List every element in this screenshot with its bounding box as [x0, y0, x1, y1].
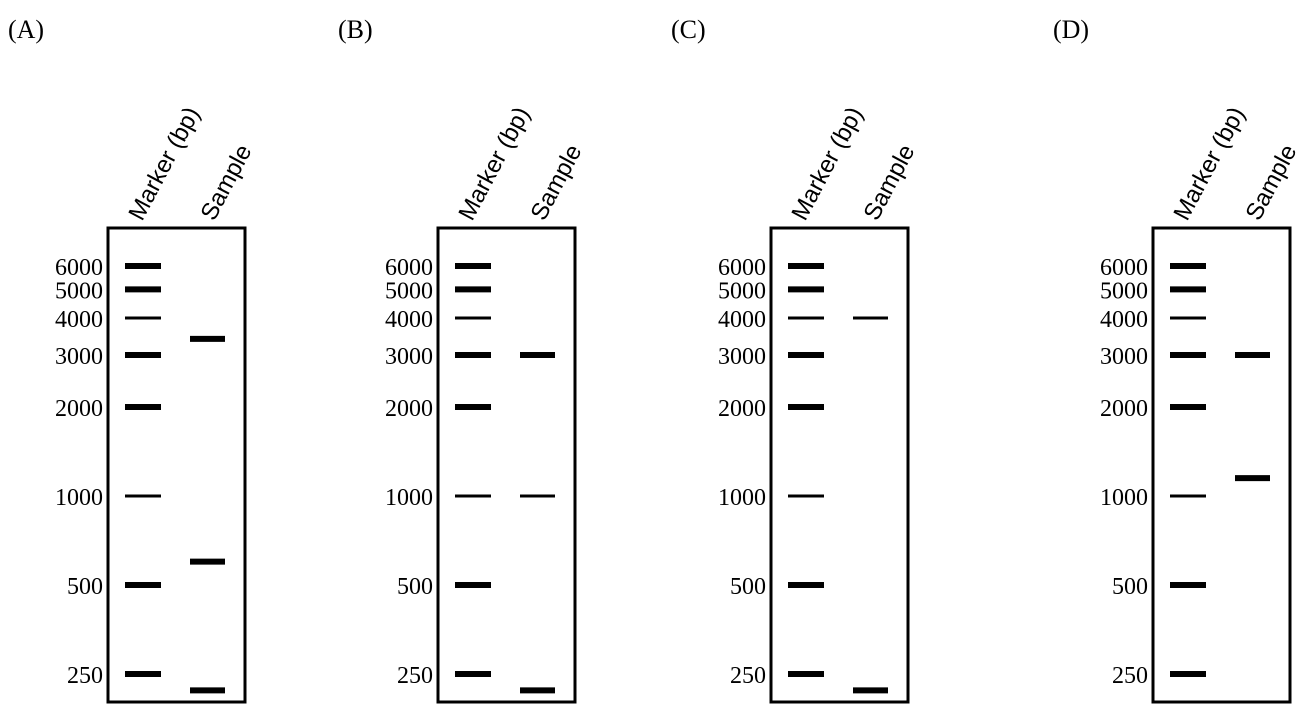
sample-lane-header: Sample	[195, 140, 257, 225]
marker-size-label: 3000	[385, 344, 433, 370]
marker-size-label: 4000	[1100, 307, 1148, 333]
sample-lane-header: Sample	[525, 140, 587, 225]
marker-size-label: 500	[397, 574, 433, 600]
gel-frame	[106, 226, 247, 704]
gel-frame	[769, 226, 910, 704]
marker-lane-header: Marker (bp)	[123, 103, 205, 225]
marker-size-label: 6000	[55, 255, 103, 281]
marker-size-label: 4000	[385, 307, 433, 333]
marker-size-label: 500	[67, 574, 103, 600]
marker-size-label: 1000	[718, 485, 766, 511]
marker-size-label: 250	[67, 663, 103, 689]
marker-size-label: 1000	[385, 485, 433, 511]
marker-size-label: 5000	[55, 278, 103, 304]
marker-size-label: 3000	[718, 344, 766, 370]
gel-panels: (A)Marker (bp)Sample60005000400030002000…	[8, 15, 1303, 704]
marker-size-label: 1000	[55, 485, 103, 511]
marker-size-label: 6000	[718, 255, 766, 281]
panel-label: (B)	[338, 15, 373, 44]
marker-size-label: 5000	[718, 278, 766, 304]
marker-size-label: 5000	[385, 278, 433, 304]
gel-frame	[436, 226, 577, 704]
marker-size-label: 2000	[1100, 396, 1148, 422]
panel-label: (D)	[1053, 15, 1089, 44]
marker-size-label: 4000	[55, 307, 103, 333]
marker-size-label: 6000	[1100, 255, 1148, 281]
marker-size-label: 2000	[55, 396, 103, 422]
marker-lane-header: Marker (bp)	[786, 103, 868, 225]
sample-lane-header: Sample	[858, 140, 920, 225]
gel-frame	[1151, 226, 1292, 704]
marker-size-label: 4000	[718, 307, 766, 333]
marker-lane-header: Marker (bp)	[1168, 103, 1250, 225]
panel-label: (A)	[8, 15, 44, 44]
marker-size-label: 500	[730, 574, 766, 600]
marker-size-label: 250	[397, 663, 433, 689]
marker-size-label: 3000	[55, 344, 103, 370]
marker-size-label: 3000	[1100, 344, 1148, 370]
marker-size-label: 250	[730, 663, 766, 689]
marker-size-label: 2000	[718, 396, 766, 422]
marker-size-label: 500	[1112, 574, 1148, 600]
marker-lane-header: Marker (bp)	[453, 103, 535, 225]
marker-size-label: 250	[1112, 663, 1148, 689]
marker-size-label: 6000	[385, 255, 433, 281]
marker-size-label: 2000	[385, 396, 433, 422]
marker-size-label: 1000	[1100, 485, 1148, 511]
panel-label: (C)	[671, 15, 706, 44]
marker-size-label: 5000	[1100, 278, 1148, 304]
sample-lane-header: Sample	[1240, 140, 1302, 225]
